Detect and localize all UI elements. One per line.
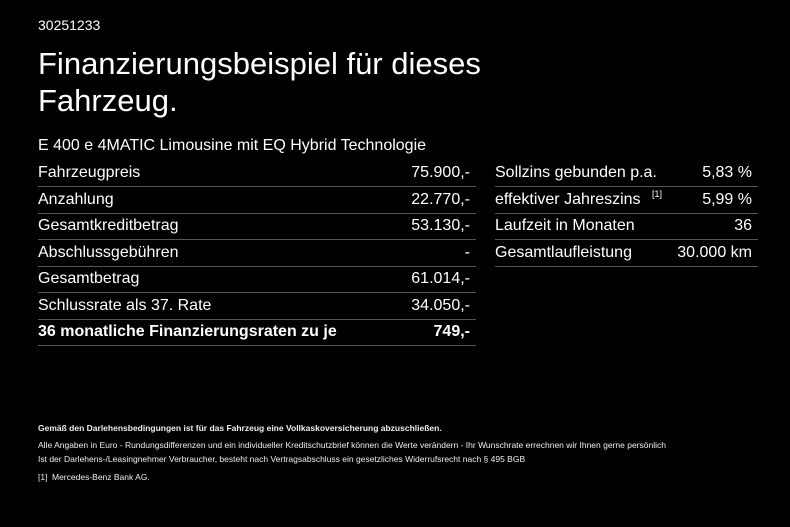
row-value: 53.130,- [411,217,470,234]
row-label: Gesamtlaufleistung [495,243,632,261]
table-row: effektiver Jahreszins [1] 5,99 % [495,187,758,214]
model: E 400 e 4MATIC Limousine mit EQ Hybrid T… [38,137,427,154]
table-row: Anzahlung 22.770,- [38,187,476,214]
footnote-marker: [1] [652,188,663,199]
row-label: Abschlussgebühren [38,243,179,261]
row-label: Anzahlung [38,190,114,208]
table-row: 36 monatliche Finanzierungsraten zu je 74… [38,319,476,346]
table-row: Schlussrate als 37. Rate 34.050,- [38,293,476,320]
row-label: Sollzins gebunden p.a. [495,164,657,181]
table-row: Abschlussgebühren - [38,240,476,267]
row-label: 36 monatliche Finanzierungsraten zu je [38,323,337,340]
row-label: Schlussrate als 37. Rate [38,296,212,314]
footer-line: Alle Angaben in Euro - Rundungsdifferenz… [38,440,666,450]
row-value: 36 [734,217,752,234]
table-row: Gesamtkreditbetrag 53.130,- [38,213,476,240]
row-value: 5,99 % [702,190,752,208]
table-row: Sollzins gebunden p.a. 5,83 % [495,160,758,187]
row-value: - [464,243,470,261]
row-value: 749,- [433,323,470,340]
table-row: Gesamtbetrag 61.014,- [38,266,476,293]
row-label: Fahrzeugpreis [38,164,141,181]
table-row: Fahrzeugpreis 75.900,- [38,160,476,187]
table-row: Gesamtlaufleistung 30.000 km [495,240,758,267]
row-label: effektiver Jahreszins [495,190,641,208]
table-row: Laufzeit in Monaten 36 [495,213,758,240]
row-label: Gesamtbetrag [38,270,140,287]
row-value: 22.770,- [411,190,470,208]
id: 30251233 [38,17,101,33]
row-value: 5,83 % [702,164,752,181]
row-value: 61.014,- [411,270,470,287]
row-label: Laufzeit in Monaten [495,217,635,234]
row-value: 75.900,- [411,164,470,181]
footer-line: Ist der Darlehens-/Leasingnehmer Verbrau… [38,454,526,464]
footnote-marker: [1] [38,472,48,482]
title: Finanzierungsbeispiel für dieses Fahrzeu… [38,46,481,118]
notice: Gemäß den Darlehensbedingungen ist für d… [38,423,442,433]
row-value: 34.050,- [411,296,470,314]
row-label: Gesamtkreditbetrag [38,217,179,234]
footnote-text: Mercedes-Benz Bank AG. [52,472,150,482]
row-value: 30.000 km [677,243,752,261]
